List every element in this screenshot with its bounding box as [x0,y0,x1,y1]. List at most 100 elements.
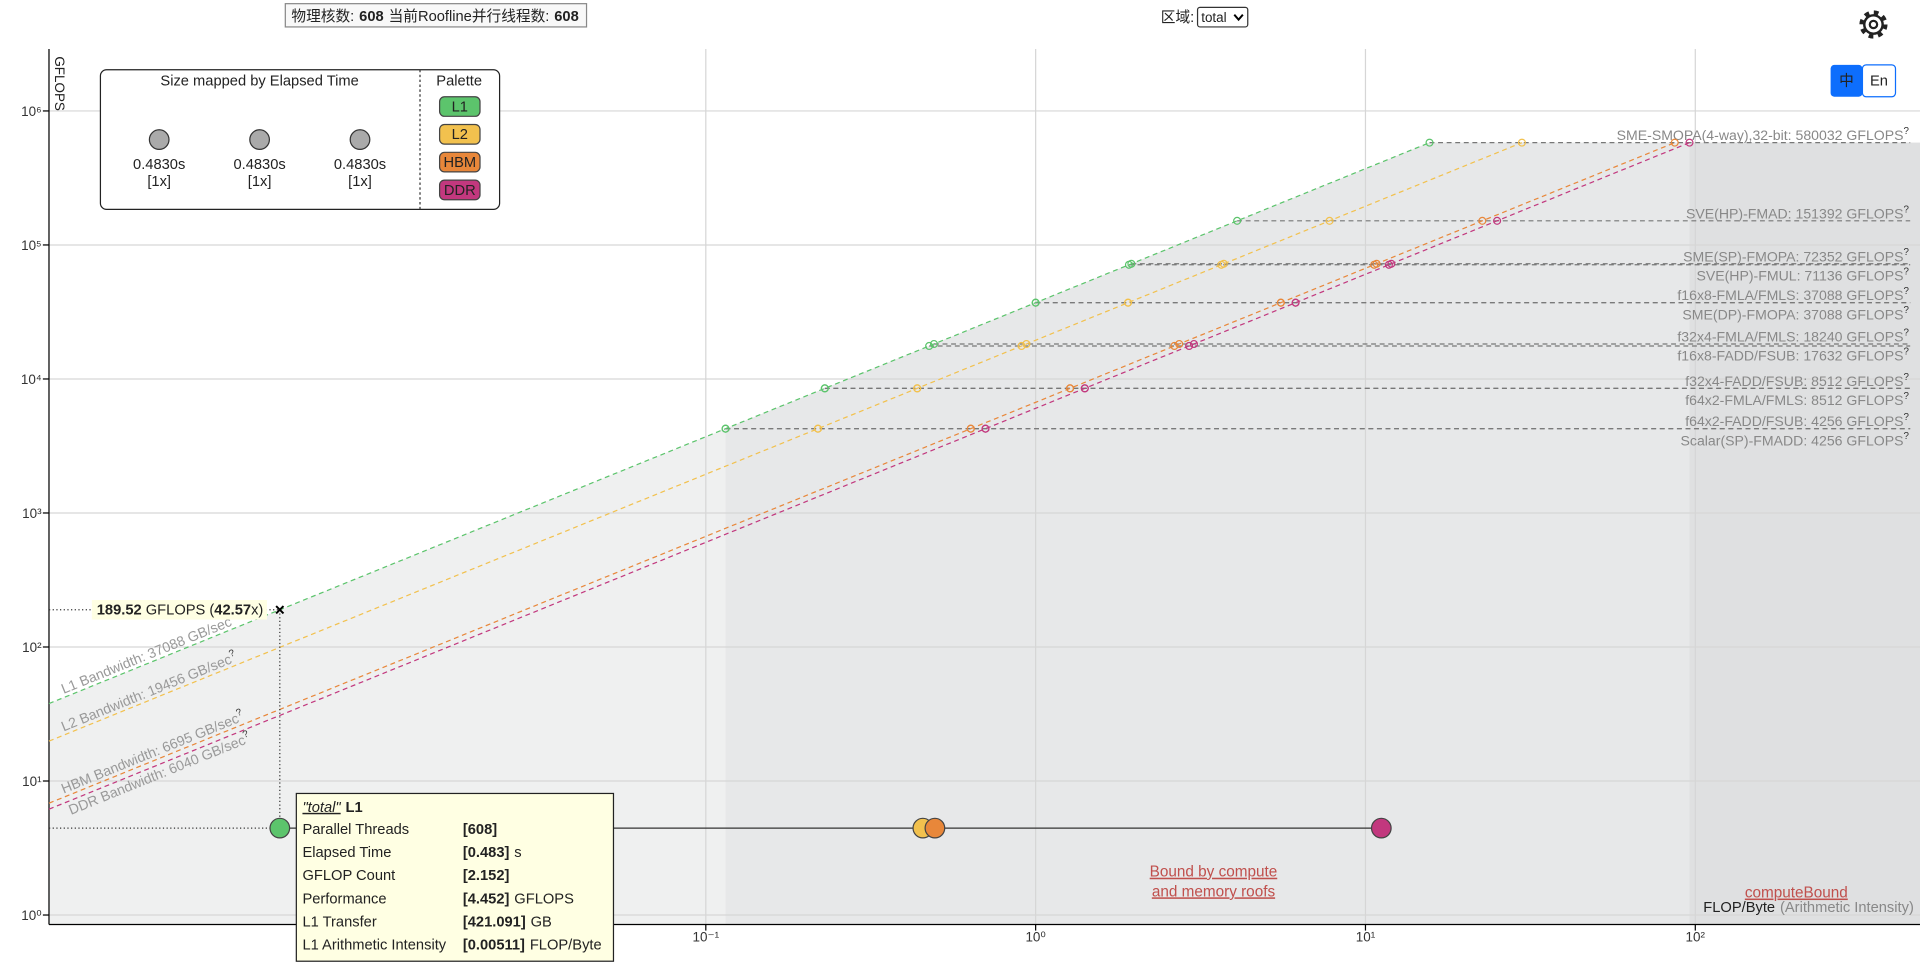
x-axis-note: (Arithmetic Intensity) [1780,900,1914,916]
tooltip-key: Performance [302,891,386,907]
help-mark: ? [1904,431,1910,442]
size-legend-time: 0.4830s [334,157,386,173]
size-legend-scale: [1x] [348,174,372,190]
lang-button[interactable] [1861,64,1897,98]
help-mark: ? [241,728,251,740]
palette-badge[interactable] [438,179,481,201]
palette-badge[interactable] [438,96,481,117]
y-tick-label: 10⁶ [21,104,42,119]
hover-marker [275,605,285,615]
tooltip-key: GFLOP Count [302,868,395,884]
ridge-point [1080,384,1089,393]
roof-label-text: SME(DP)-FMOPA: 37088 GFLOPS [1682,306,1903,322]
data-point[interactable] [924,817,946,839]
bound-area [725,142,1690,925]
ridge-point [981,424,990,433]
tooltip-key: L1 Transfer [302,914,376,930]
roof-label-text: f16x8-FMLA/FMLS: 37088 GFLOPS [1677,287,1903,303]
palette-label: DDR [444,183,476,199]
tooltip-key: Elapsed Time [302,845,391,861]
size-legend-marker [349,129,371,150]
ridge-point [929,339,939,349]
x-tick-label: 10¹ [1356,930,1376,945]
ridge-point [913,384,922,393]
x-tick-label: 10⁰ [1025,930,1045,945]
ridge-point [1425,138,1434,147]
size-legend-marker [249,129,271,150]
lang-button-active[interactable] [1830,64,1863,97]
roof-label: SVE(HP)-FMAD: 151392 GFLOPS? [1686,204,1909,221]
help-mark: ? [1904,347,1910,358]
tooltip-region: "total" [302,800,341,816]
region-selected: total [1201,10,1226,25]
threads-label: 当前Roofline并行线程数: [389,8,550,25]
tooltip-value: [4.452] GFLOPS [463,891,574,907]
help-mark: ? [1904,327,1910,338]
tooltip-value: [0.00511] FLOP/Byte [463,938,602,954]
ridge-point [1384,260,1393,269]
tooltip-number: [421.091] [463,914,526,930]
hover-label: 189.52 GFLOPS (42.57x) [97,603,264,619]
tooltip-unit: GB [531,914,552,930]
tooltip-value: [421.091] GB [463,914,552,930]
tooltip-key: L1 Arithmetic Intensity [302,938,446,954]
help-mark: ? [1904,305,1910,316]
roof-label: f16x8-FADD/FSUB: 17632 GFLOPS? [1677,347,1909,364]
header-text: 物理核数: 608 当前Roofline并行线程数: 608 [291,8,578,25]
ridge-point [1189,339,1198,349]
annotation: Bound by compute [1150,864,1278,881]
palette-label: HBM [443,155,476,171]
tooltip-number: [608] [463,822,497,838]
palette-title: Palette [436,74,482,90]
help-mark: ? [1904,372,1910,383]
ridge-point [1022,339,1031,349]
region-label: 区域: [1161,9,1194,26]
ridge-point [813,424,822,433]
size-legend-marker [148,129,170,150]
ridge-point [1017,341,1026,351]
data-point[interactable] [1370,817,1392,839]
help-mark: ? [1904,204,1910,215]
y-tick-label: 10¹ [22,774,42,789]
roof-label: SME(DP)-FMOPA: 37088 GFLOPS? [1682,305,1909,322]
select-chevron [1233,14,1244,22]
ridge-point [820,384,829,393]
y-tick-label: 10⁵ [21,238,42,253]
ridge-point [1170,341,1179,351]
help-mark: ? [1904,266,1910,277]
ridge-point [1185,341,1194,351]
palette-label: L1 [452,99,468,115]
roof-label: Scalar(SP)-FMADD: 4256 GFLOPS? [1681,431,1910,448]
roof-label-text: SVE(HP)-FMUL: 71136 GFLOPS [1696,267,1903,283]
ridge-point [1493,216,1502,225]
ridge-point [1031,298,1040,307]
help-mark: ? [227,647,237,659]
roof-label: SME(SP)-FMOPA: 72352 GFLOPS? [1683,247,1909,264]
hover-label-part: GFLOPS ( [142,603,215,619]
roof-label-text: f64x2-FMLA/FMLS: 8512 GFLOPS [1685,392,1903,408]
size-legend-time: 0.4830s [233,157,285,173]
tooltip-value: [608] [463,822,497,838]
help-mark: ? [1904,286,1910,297]
help-mark: ? [1904,247,1910,258]
tooltip-key: Parallel Threads [302,822,409,838]
bandwidth-roof [48,142,1690,810]
palette-badge[interactable] [438,151,481,173]
ridge-point [1478,216,1487,225]
region-select[interactable] [1196,6,1249,28]
ridge-point [1233,216,1242,225]
roof-label-text: SME(SP)-FMOPA: 72352 GFLOPS [1683,248,1903,264]
roof-label: f64x2-FMLA/FMLS: 8512 GFLOPS? [1685,391,1909,408]
size-legend-time: 0.4830s [133,157,185,173]
ridge-point [925,341,934,351]
gear-teeth [1859,10,1888,39]
data-point[interactable] [269,817,291,839]
ridge-point [1685,138,1694,147]
x-axis-unit: FLOP/Byte [1703,900,1775,916]
tooltip-unit: s [514,845,521,861]
palette-badge[interactable] [438,123,481,145]
header-box [284,3,588,28]
settings-icon[interactable] [1859,10,1888,39]
threads-value: 608 [554,9,579,25]
